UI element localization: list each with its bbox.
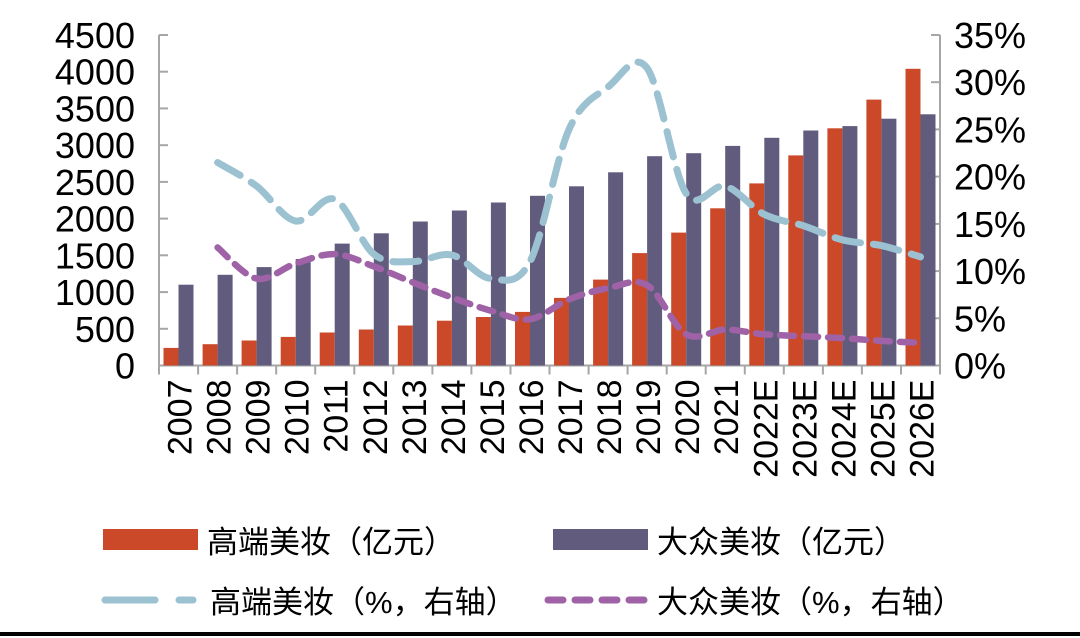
line-mass-growth [214, 244, 924, 347]
legend-label: 大众美妆（亿元） [657, 525, 905, 560]
bar-highend [202, 344, 218, 366]
x-axis-label: 2023E [786, 380, 824, 478]
x-axis-label: 2011 [318, 380, 356, 453]
x-axis-label: 2012 [357, 380, 395, 456]
bar-highend [163, 347, 179, 366]
bar-highend [788, 155, 804, 366]
left-axis-label: 2500 [55, 162, 135, 203]
bar-mass [178, 284, 194, 366]
legend-item-highend-growth-line: 高端美妆（%，右轴） [101, 577, 517, 622]
x-axis-label: 2019 [630, 380, 668, 456]
right-axis-label: 30% [954, 62, 1026, 103]
left-axis-label: 500 [75, 309, 135, 350]
bar-highend [827, 128, 843, 366]
line-highend-growth [214, 58, 924, 284]
legend-item-mass-bar: 大众美妆（亿元） [553, 517, 905, 562]
bar-highend [554, 297, 569, 366]
x-axis-label: 2007 [162, 380, 200, 456]
bar-mass [842, 126, 858, 366]
bar-mass [881, 118, 897, 366]
x-axis-label: 2015 [474, 380, 512, 456]
x-axis-label: 2021 [708, 380, 746, 456]
bar-mass [412, 221, 428, 366]
bar-highend [671, 232, 687, 366]
left-axis-label: 3000 [55, 125, 135, 166]
right-axis-label: 10% [954, 251, 1026, 292]
x-axis-label: 2008 [201, 380, 239, 456]
right-axis-label: 20% [954, 157, 1026, 198]
right-axis-label: 15% [954, 204, 1026, 245]
bar-highend [593, 279, 609, 366]
mass-dash-swatch [544, 596, 648, 603]
x-axis-label: 2017 [552, 380, 590, 456]
bar-highend [632, 253, 648, 366]
bar-mass [217, 274, 233, 366]
bar-mass [803, 130, 819, 366]
bar-mass [569, 186, 584, 366]
bar-highend [397, 325, 413, 366]
bar-highend [280, 336, 296, 366]
legend-label: 高端美妆（亿元） [207, 525, 455, 560]
bar-highend [866, 99, 882, 366]
x-axis-label: 2024E [825, 380, 863, 478]
legend-label: 高端美妆（%，右轴） [210, 585, 517, 620]
highend-bar-swatch [103, 529, 198, 550]
x-axis-label: 2025E [864, 380, 902, 478]
bar-highend [905, 68, 921, 366]
mass-bar-swatch [553, 529, 648, 550]
x-axis-label: 2016 [513, 380, 551, 456]
x-axis-label: 2013 [396, 380, 434, 456]
x-axis-label: 2020 [669, 380, 707, 456]
highend-dash-swatch [101, 596, 201, 603]
bar-mass [608, 172, 624, 366]
x-axis-label: 2026E [904, 380, 942, 478]
bar-highend [436, 320, 452, 366]
left-axis-label: 4000 [55, 52, 135, 93]
left-axis-label: 2000 [55, 199, 135, 240]
right-axis-label: 35% [954, 15, 1026, 56]
legend-item-mass-growth-line: 大众美妆（%，右轴） [544, 577, 964, 622]
legend-label: 大众美妆（%，右轴） [657, 585, 964, 620]
bar-mass [647, 156, 663, 366]
bar-mass [256, 267, 272, 366]
x-axis-label: 2022E [747, 380, 785, 478]
right-axis-label: 5% [954, 298, 1006, 339]
bar-mass [334, 243, 350, 366]
bar-mass [764, 137, 780, 366]
bottom-divider [0, 632, 1080, 636]
left-axis-label: 4500 [55, 15, 135, 56]
bar-highend [241, 340, 257, 366]
bar-mass [920, 114, 936, 366]
bar-highend [475, 317, 491, 366]
left-axis-label: 1000 [55, 272, 135, 313]
left-axis-label: 0 [115, 346, 135, 387]
bar-mass [451, 210, 467, 366]
bar-highend [319, 332, 335, 366]
bar-highend [749, 183, 765, 366]
bar-mass [295, 259, 311, 366]
bar-mass [686, 153, 702, 366]
right-axis-label: 0% [954, 346, 1006, 387]
x-axis-label: 2010 [279, 380, 317, 456]
bar-highend [710, 208, 726, 366]
x-axis-label: 2014 [435, 380, 473, 456]
bar-highend [515, 311, 530, 366]
left-axis-label: 1500 [55, 235, 135, 276]
x-axis-label: 2009 [240, 380, 278, 456]
bar-mass [490, 202, 506, 366]
legend-item-highend-bar: 高端美妆（亿元） [103, 517, 455, 562]
x-axis-label: 2018 [591, 380, 629, 456]
bar-mass [725, 145, 741, 366]
left-axis-label: 3500 [55, 88, 135, 129]
bar-highend [358, 329, 374, 366]
right-axis-label: 25% [954, 109, 1026, 150]
